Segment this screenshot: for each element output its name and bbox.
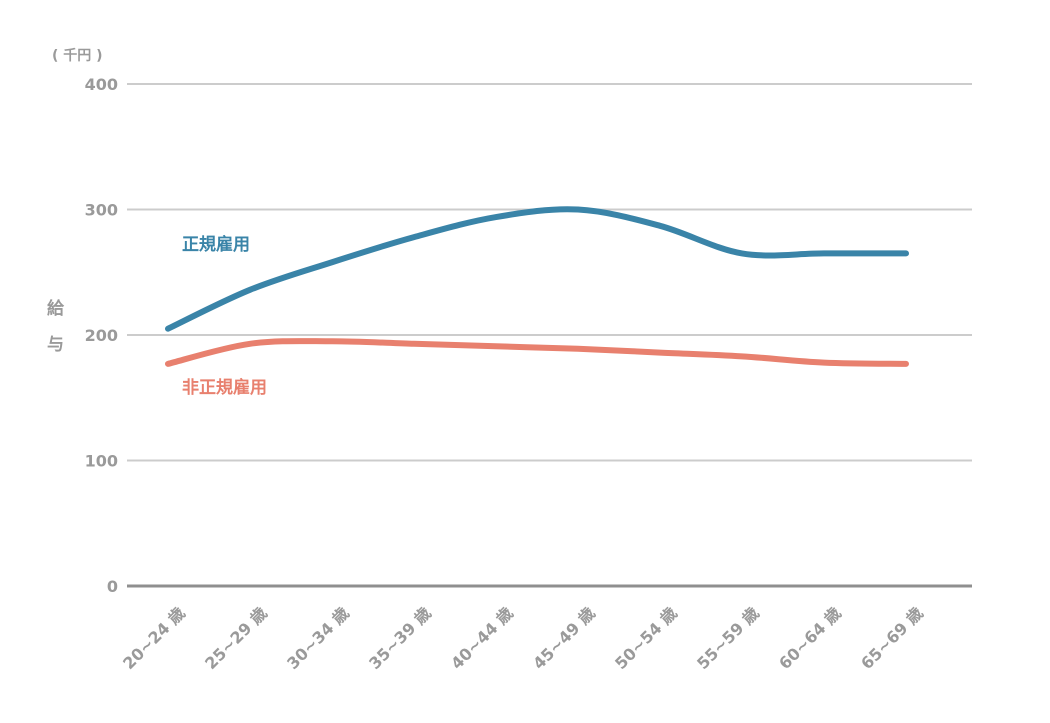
y-unit-label: ( 千円 ) <box>52 47 103 64</box>
y-tick-label: 300 <box>85 201 118 220</box>
x-tick-label: 40~44 歳 <box>447 603 517 673</box>
y-tick-label: 200 <box>85 326 118 345</box>
series-label-regular: 正規雇用 <box>182 234 250 255</box>
x-tick-label: 55~59 歳 <box>693 603 763 673</box>
x-tick-label: 60~64 歳 <box>775 603 845 673</box>
y-axis-label-char-2: 与 <box>47 335 64 355</box>
series-line-regular <box>165 206 909 332</box>
series-label-nonregular: 非正規雇用 <box>182 377 267 398</box>
x-tick-label: 20~24 歳 <box>119 603 189 673</box>
y-tick-label: 100 <box>85 452 118 471</box>
y-axis-label-char-1: 給 <box>47 298 65 319</box>
series-line-nonregular <box>165 338 909 367</box>
x-tick-label: 65~69 歳 <box>857 603 927 673</box>
x-tick-label: 45~49 歳 <box>529 603 599 673</box>
x-tick-labels: 20~24 歳 25~29 歳 30~34 歳 35~39 歳 40~44 歳 45~49… <box>119 603 927 673</box>
gridlines <box>127 83 972 588</box>
series-lines <box>165 206 909 367</box>
y-tick-label: 0 <box>107 577 118 596</box>
y-tick-labels: 0 100 200 300 400 <box>85 75 118 596</box>
x-tick-label: 50~54 歳 <box>611 603 681 673</box>
y-tick-label: 400 <box>85 75 118 94</box>
x-tick-label: 30~34 歳 <box>283 603 353 673</box>
x-tick-label: 25~29 歳 <box>201 603 271 673</box>
x-tick-label: 35~39 歳 <box>365 603 435 673</box>
